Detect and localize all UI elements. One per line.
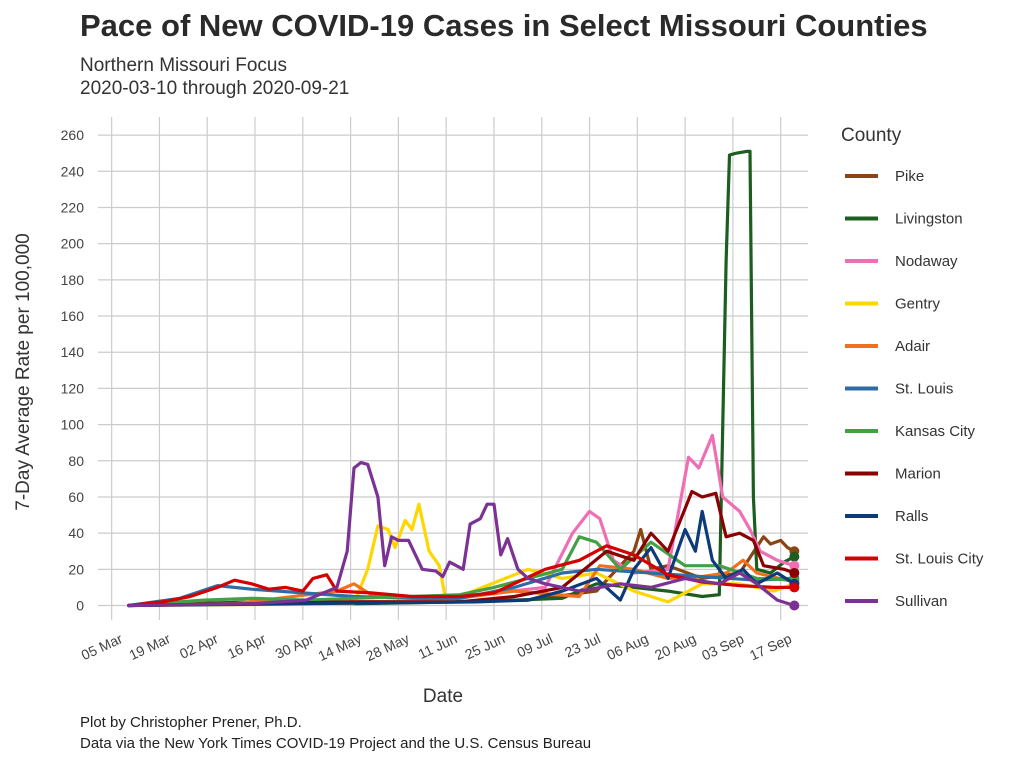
x-tick-label: 02 Apr [177,630,221,662]
x-tick-label: 16 Apr [225,630,269,662]
series-end-point [789,551,800,562]
y-tick-label: 200 [61,236,85,252]
series-line-ralls [127,509,796,608]
grid-lines [98,117,808,620]
x-tick-label: 25 Jun [462,630,507,662]
series-lines [127,149,800,611]
legend-title: County [841,125,902,146]
caption-source: Data via the New York Times COVID-19 Pro… [80,735,592,752]
legend-entry: Ralls [895,508,928,525]
series-line-gentry [127,502,796,608]
legend-entry: Gentry [895,296,941,313]
series-end-point [789,567,800,578]
series-line-st-louis [127,567,796,608]
x-tick-label: 03 Sep [699,630,746,663]
y-tick-label: 140 [61,344,85,360]
x-axis-ticks: 05 Mar 19 Mar 02 Apr 16 Apr 30 Apr 14 May 28 M… [79,630,794,664]
series-line-livingston [127,149,796,608]
series-end-point [789,560,800,571]
legend: County Pike Livingston Nodaway Gentry Adair St… [841,125,984,610]
x-tick-label: 20 Aug [652,630,698,663]
y-tick-label: 120 [61,380,85,396]
x-tick-label: 09 Jul [514,630,555,660]
x-tick-label: 30 Apr [273,630,317,662]
legend-entry: St. Louis City [895,551,984,568]
legend-entry: Kansas City [895,423,976,440]
y-tick-label: 180 [61,272,85,288]
x-tick-label: 05 Mar [79,630,126,663]
y-tick-label: 80 [68,453,84,469]
y-axis-ticks: 0 20 40 60 80 100 120 140 160 180 200 220 240 260 [61,127,85,613]
legend-entry: Adair [895,338,930,355]
legend-entry: St. Louis [895,381,953,398]
y-tick-label: 220 [61,199,85,215]
legend-entry: Nodaway [895,253,958,270]
caption-author: Plot by Christopher Prener, Ph.D. [80,714,302,731]
series-line-nodaway [127,433,796,608]
series-end-point [789,600,800,611]
y-tick-label: 40 [68,525,84,541]
legend-entry: Marion [895,466,941,483]
y-tick-label: 240 [61,163,85,179]
x-axis-title: Date [423,686,463,707]
y-tick-label: 0 [76,598,84,614]
legend-entry: Sullivan [895,593,948,610]
y-axis-title: 7-Day Average Rate per 100,000 [13,233,34,510]
series-end-point [789,582,800,593]
y-tick-label: 60 [68,489,84,505]
chart-title: Pace of New COVID-19 Cases in Select Mis… [80,8,928,43]
x-tick-label: 14 May [315,630,363,664]
x-tick-label: 28 May [363,630,411,664]
chart-subtitle-line-1: Northern Missouri Focus [80,55,287,76]
series-line-sullivan [127,461,796,608]
legend-entry: Pike [895,168,924,185]
series-line-st-louis-city [127,544,796,608]
x-tick-label: 19 Mar [126,630,173,663]
y-tick-label: 160 [61,308,85,324]
x-tick-label: 06 Aug [604,630,650,663]
legend-entry: Livingston [895,211,963,228]
y-tick-label: 260 [61,127,85,143]
y-tick-label: 20 [68,561,84,577]
x-tick-label: 23 Jul [562,630,603,660]
y-tick-label: 100 [61,417,85,433]
x-tick-label: 17 Sep [747,630,794,663]
x-tick-label: 11 Jun [416,630,460,662]
chart-subtitle-line-2: 2020-03-10 through 2020-09-21 [80,78,350,99]
